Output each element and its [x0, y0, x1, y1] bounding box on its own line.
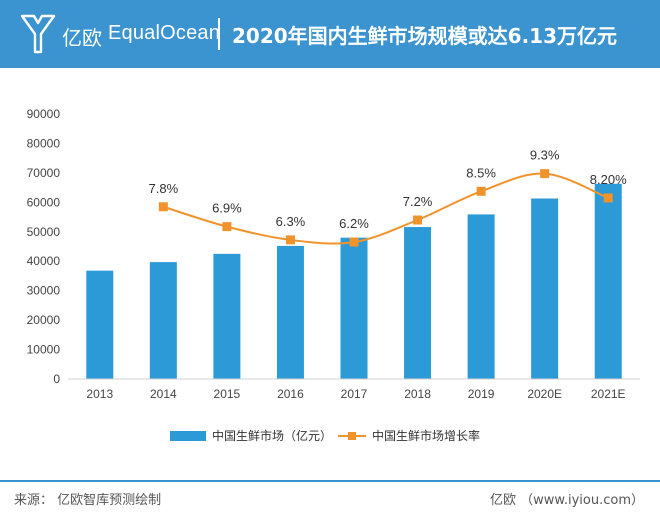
x-tick-label: 2016: [277, 387, 304, 401]
y-tick-label: 30000: [27, 284, 61, 298]
x-tick-label: 2013: [86, 387, 113, 401]
legend: 中国生鲜市场（亿元） 中国生鲜市场增长率: [170, 428, 480, 443]
header-divider: [218, 18, 220, 50]
y-tick-label: 80000: [27, 136, 61, 150]
x-tick-label: 2021E: [591, 387, 626, 401]
brand-name-cn: 亿欧: [62, 26, 102, 50]
x-tick-label: 2017: [341, 387, 368, 401]
source-note: 来源： 亿欧智库预测绘制: [14, 493, 162, 508]
bar-2018: [404, 227, 432, 379]
growth-marker-2020E: [540, 169, 550, 179]
y-tick-label: 10000: [27, 343, 61, 357]
legend-line-label: 中国生鲜市场增长率: [372, 428, 480, 443]
line-series: 7.8% 6.9% 6.3% 6.2% 7.2% 8.5% 9.3% 8.20%: [149, 148, 627, 247]
growth-data-label: 8.5%: [466, 165, 496, 180]
x-tick-label: 2018: [404, 387, 431, 401]
y-tick-label: 60000: [27, 195, 61, 209]
legend-bar-label: 中国生鲜市场（亿元）: [212, 428, 332, 443]
x-tick-label: 2019: [468, 387, 495, 401]
bar-2014: [149, 262, 177, 379]
y-axis: 0 10000 20000 30000 40000 50000 60000 70000 8000…: [27, 107, 61, 386]
combo-chart: 0 10000 20000 30000 40000 50000 60000 70000 8000…: [27, 107, 640, 443]
x-axis: 2013 2014 2015 2016 2017 2018 2019 2020E 2021E: [86, 387, 625, 401]
growth-rate-line: [163, 172, 609, 245]
legend-line-marker: [348, 432, 356, 440]
bar-2019: [467, 214, 495, 379]
y-tick-label: 50000: [27, 225, 61, 239]
bar-2015: [213, 253, 241, 379]
header-banner: 亿欧 EqualOcean 2020年国内生鲜市场规模或达6.13万亿元: [0, 0, 660, 68]
growth-marker-2015: [222, 222, 232, 232]
brand-name-en: EqualOcean: [108, 22, 221, 44]
site-credit: 亿欧 （www.iyiou.com）: [490, 493, 644, 508]
y-tick-label: 20000: [27, 313, 61, 327]
growth-marker-2014: [158, 202, 168, 212]
growth-data-label: 7.8%: [149, 181, 179, 196]
bar-2017: [340, 237, 368, 379]
footer-divider: [0, 480, 660, 482]
growth-marker-2021E: [603, 193, 613, 203]
x-tick-label: 2014: [150, 387, 177, 401]
x-tick-label: 2015: [214, 387, 241, 401]
y-tick-label: 90000: [27, 107, 61, 121]
growth-marker-2019: [476, 186, 486, 196]
growth-data-label: 9.3%: [530, 148, 560, 163]
legend-bar-swatch: [170, 431, 206, 441]
y-tick-label: 70000: [27, 166, 61, 180]
bar-2016: [276, 245, 304, 379]
growth-data-label: 6.9%: [212, 201, 242, 216]
bar-series: [86, 183, 622, 379]
bar-2021E: [594, 183, 622, 379]
y-tick-label: 0: [53, 372, 60, 386]
growth-marker-2018: [413, 215, 423, 225]
growth-data-label: 8.20%: [590, 172, 627, 187]
growth-data-label: 6.2%: [339, 216, 369, 231]
chart-title: 2020年国内生鲜市场规模或达6.13万亿元: [232, 24, 618, 48]
growth-marker-2017: [349, 237, 359, 247]
equalocean-y-logo-icon: [20, 14, 56, 54]
y-tick-label: 40000: [27, 254, 61, 268]
growth-marker-2016: [285, 235, 295, 245]
growth-data-label: 7.2%: [403, 194, 433, 209]
x-tick-label: 2020E: [527, 387, 562, 401]
bar-2013: [86, 270, 114, 379]
bar-2020E: [531, 198, 559, 379]
growth-data-label: 6.3%: [276, 214, 306, 229]
